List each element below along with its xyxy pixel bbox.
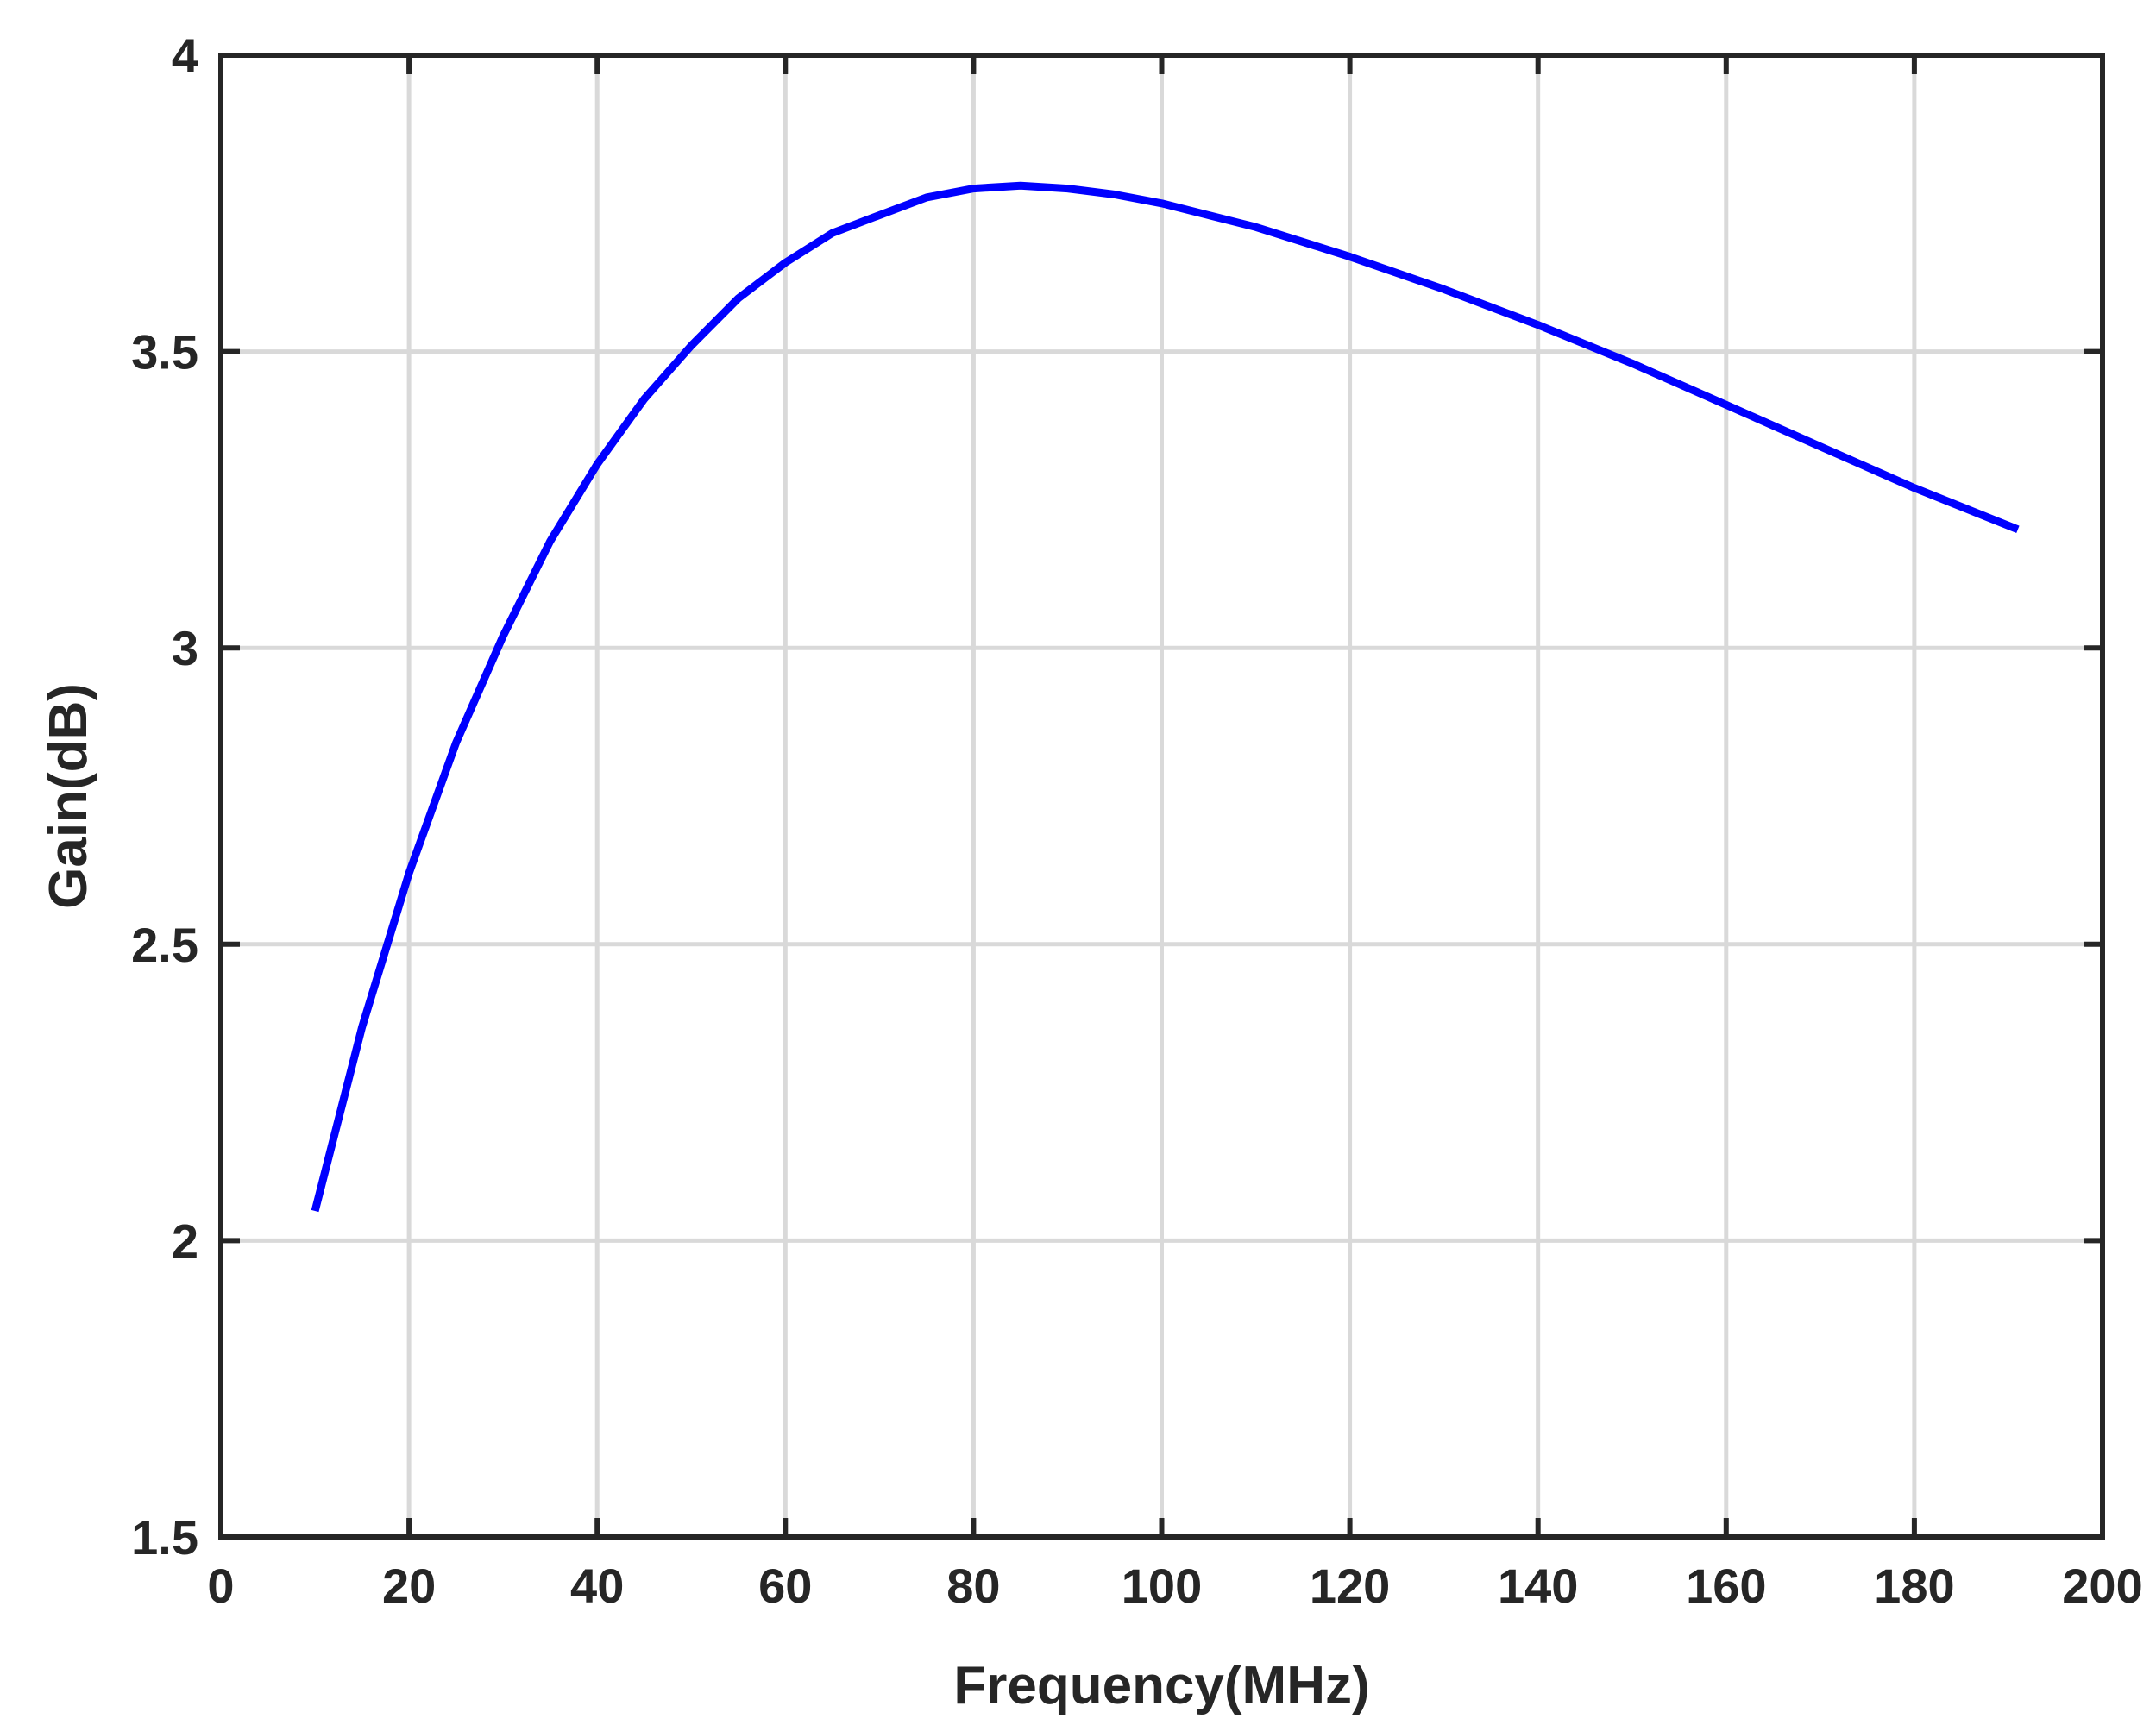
tick-labels: 0 20 40 60 80 100 120 140 160 180 200 1.5 2 2.5 3 3.5 4 — [131, 28, 2143, 1613]
y-tick-label-5: 4 — [172, 28, 198, 83]
x-tick-label-1: 20 — [382, 1559, 436, 1613]
x-tick-label-3: 60 — [758, 1559, 812, 1613]
x-tick-label-0: 0 — [207, 1559, 234, 1613]
y-axis-label: Gain(dB) — [39, 683, 98, 909]
y-tick-label-1: 2 — [172, 1214, 198, 1268]
x-tick-label-10: 200 — [2062, 1559, 2142, 1613]
series-layer — [311, 181, 2020, 1213]
y-tick-label-4: 3.5 — [131, 325, 198, 380]
x-tick-label-6: 120 — [1310, 1559, 1390, 1613]
y-tick-label-0: 1.5 — [131, 1510, 198, 1565]
x-tick-label-8: 160 — [1686, 1559, 1766, 1613]
grid — [221, 55, 2103, 1537]
x-tick-label-5: 100 — [1122, 1559, 1202, 1613]
x-axis-label: Frequency(MHz) — [953, 1656, 1369, 1716]
x-tick-label-7: 140 — [1498, 1559, 1578, 1613]
x-tick-label-9: 180 — [1874, 1559, 1954, 1613]
y-tick-label-2: 2.5 — [131, 918, 198, 972]
x-tick-label-2: 40 — [570, 1559, 624, 1613]
axes — [218, 53, 2105, 1540]
y-tick-label-3: 3 — [172, 621, 198, 675]
series-line-0 — [311, 181, 2020, 1213]
x-tick-label-4: 80 — [946, 1559, 1000, 1613]
